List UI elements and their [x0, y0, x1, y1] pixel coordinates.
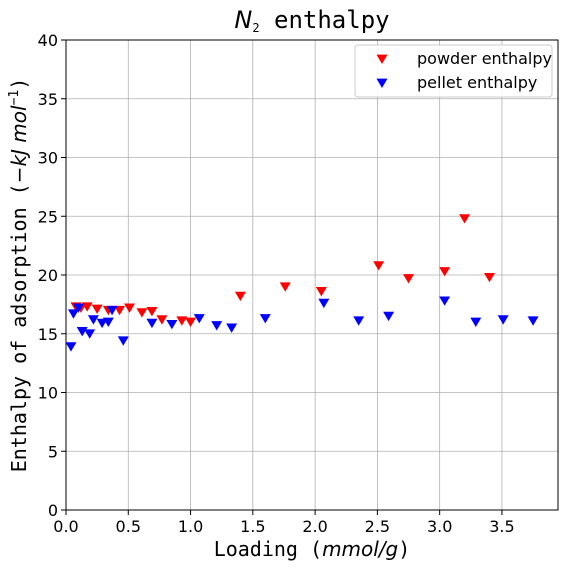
y-tick-label: 25	[38, 207, 58, 226]
chart-title-text: enthalpy	[260, 6, 390, 34]
y-tick-label: 0	[48, 501, 58, 520]
pellet-data-point	[318, 298, 330, 309]
pellet-data-point	[146, 318, 158, 329]
powder-data-point	[114, 305, 126, 316]
x-axis-title: Loading (mmol/g)	[214, 537, 411, 561]
x-axis-title-text: Loading (	[214, 537, 322, 561]
powder-data-point	[156, 315, 168, 325]
grid	[65, 39, 558, 511]
chart-title-subscript: 2	[252, 21, 259, 35]
x-tick-label: 1.5	[240, 517, 265, 536]
y-tick-label: 20	[38, 266, 58, 285]
powder-data-point	[315, 287, 327, 297]
y-axis-ticks: 0 5 10 15 20 25 30 35 40	[38, 31, 66, 520]
y-axis-title-text: Enthalpy of adsorption (	[7, 183, 31, 472]
pellet-data-point	[166, 319, 178, 330]
x-tick-label: 2.5	[365, 517, 390, 536]
y-tick-label: 40	[38, 31, 58, 50]
pellet-data-point	[96, 318, 108, 329]
pellet-data-point	[106, 305, 118, 316]
legend-box	[354, 44, 553, 98]
y-axis-title-close: )	[7, 78, 31, 90]
powder-data-point	[124, 303, 136, 313]
pellet-data-point	[193, 314, 205, 324]
y-tick-label: 35	[38, 90, 58, 109]
powder-data-point	[459, 214, 471, 224]
chart-title: N2 enthalpy	[234, 6, 389, 35]
powder-data-point	[176, 316, 188, 326]
pellet-data-point	[497, 315, 509, 325]
pellet-data-point	[211, 321, 223, 331]
pellet-data-point	[527, 316, 539, 326]
pellet-data-point	[102, 317, 114, 327]
pellet-data-point	[76, 327, 88, 337]
x-tick-label: 3.5	[489, 517, 514, 536]
x-tick-label: 0.5	[116, 517, 141, 536]
legend-marker-powder	[376, 54, 388, 64]
pellet-data-point	[72, 303, 84, 313]
pellet-data-point	[67, 309, 79, 319]
x-axis-title-math: mmol/g	[322, 537, 398, 561]
pellet-data-point	[87, 315, 99, 325]
pellet-data-point	[353, 316, 365, 326]
powder-data-point	[91, 304, 103, 315]
y-axis-title-sup: −1	[7, 90, 22, 106]
x-axis-ticks: 0.0 0.5 1.0 1.5 2.0 2.5 3.0 3.5	[53, 510, 515, 536]
powder-data-point	[373, 261, 385, 271]
pellet-data-point	[439, 296, 451, 306]
powder-data-point	[403, 274, 415, 284]
y-axis-title: Enthalpy of adsorption (−kJ mol−1)	[7, 78, 31, 473]
x-tick-label: 3.0	[427, 517, 452, 536]
y-tick-label: 15	[38, 325, 58, 344]
data-points	[65, 214, 539, 352]
y-tick-label: 10	[38, 384, 58, 403]
y-axis-title-math: −kJ mol	[7, 105, 31, 183]
y-tick-label: 30	[38, 149, 58, 168]
pellet-data-point	[259, 314, 271, 324]
y-tick-label: 5	[48, 442, 58, 461]
powder-data-point	[439, 267, 451, 277]
powder-data-point	[146, 307, 158, 317]
powder-data-point	[185, 317, 197, 327]
legend-marker-pellet	[376, 78, 388, 88]
pellet-data-point	[84, 329, 96, 339]
chart-title-symbol: N	[234, 6, 252, 34]
x-axis-title-close: )	[398, 537, 410, 561]
pellet-data-point	[65, 342, 77, 352]
powder-data-point	[81, 302, 93, 312]
powder-data-point	[279, 282, 291, 292]
pellet-data-point	[470, 317, 482, 327]
powder-data-point	[136, 308, 148, 318]
legend: powder enthalpy pellet enthalpy	[354, 44, 553, 98]
x-tick-label: 2.0	[302, 517, 327, 536]
pellet-data-point	[383, 311, 395, 322]
x-tick-label: 1.0	[178, 517, 203, 536]
powder-data-point	[483, 272, 495, 283]
powder-data-point	[234, 291, 246, 302]
pellet-data-point	[117, 336, 129, 346]
legend-label-powder: powder enthalpy	[417, 49, 552, 68]
x-tick-label: 0.0	[53, 517, 78, 536]
legend-label-pellet: pellet enthalpy	[417, 73, 537, 92]
pellet-data-point	[226, 323, 238, 333]
